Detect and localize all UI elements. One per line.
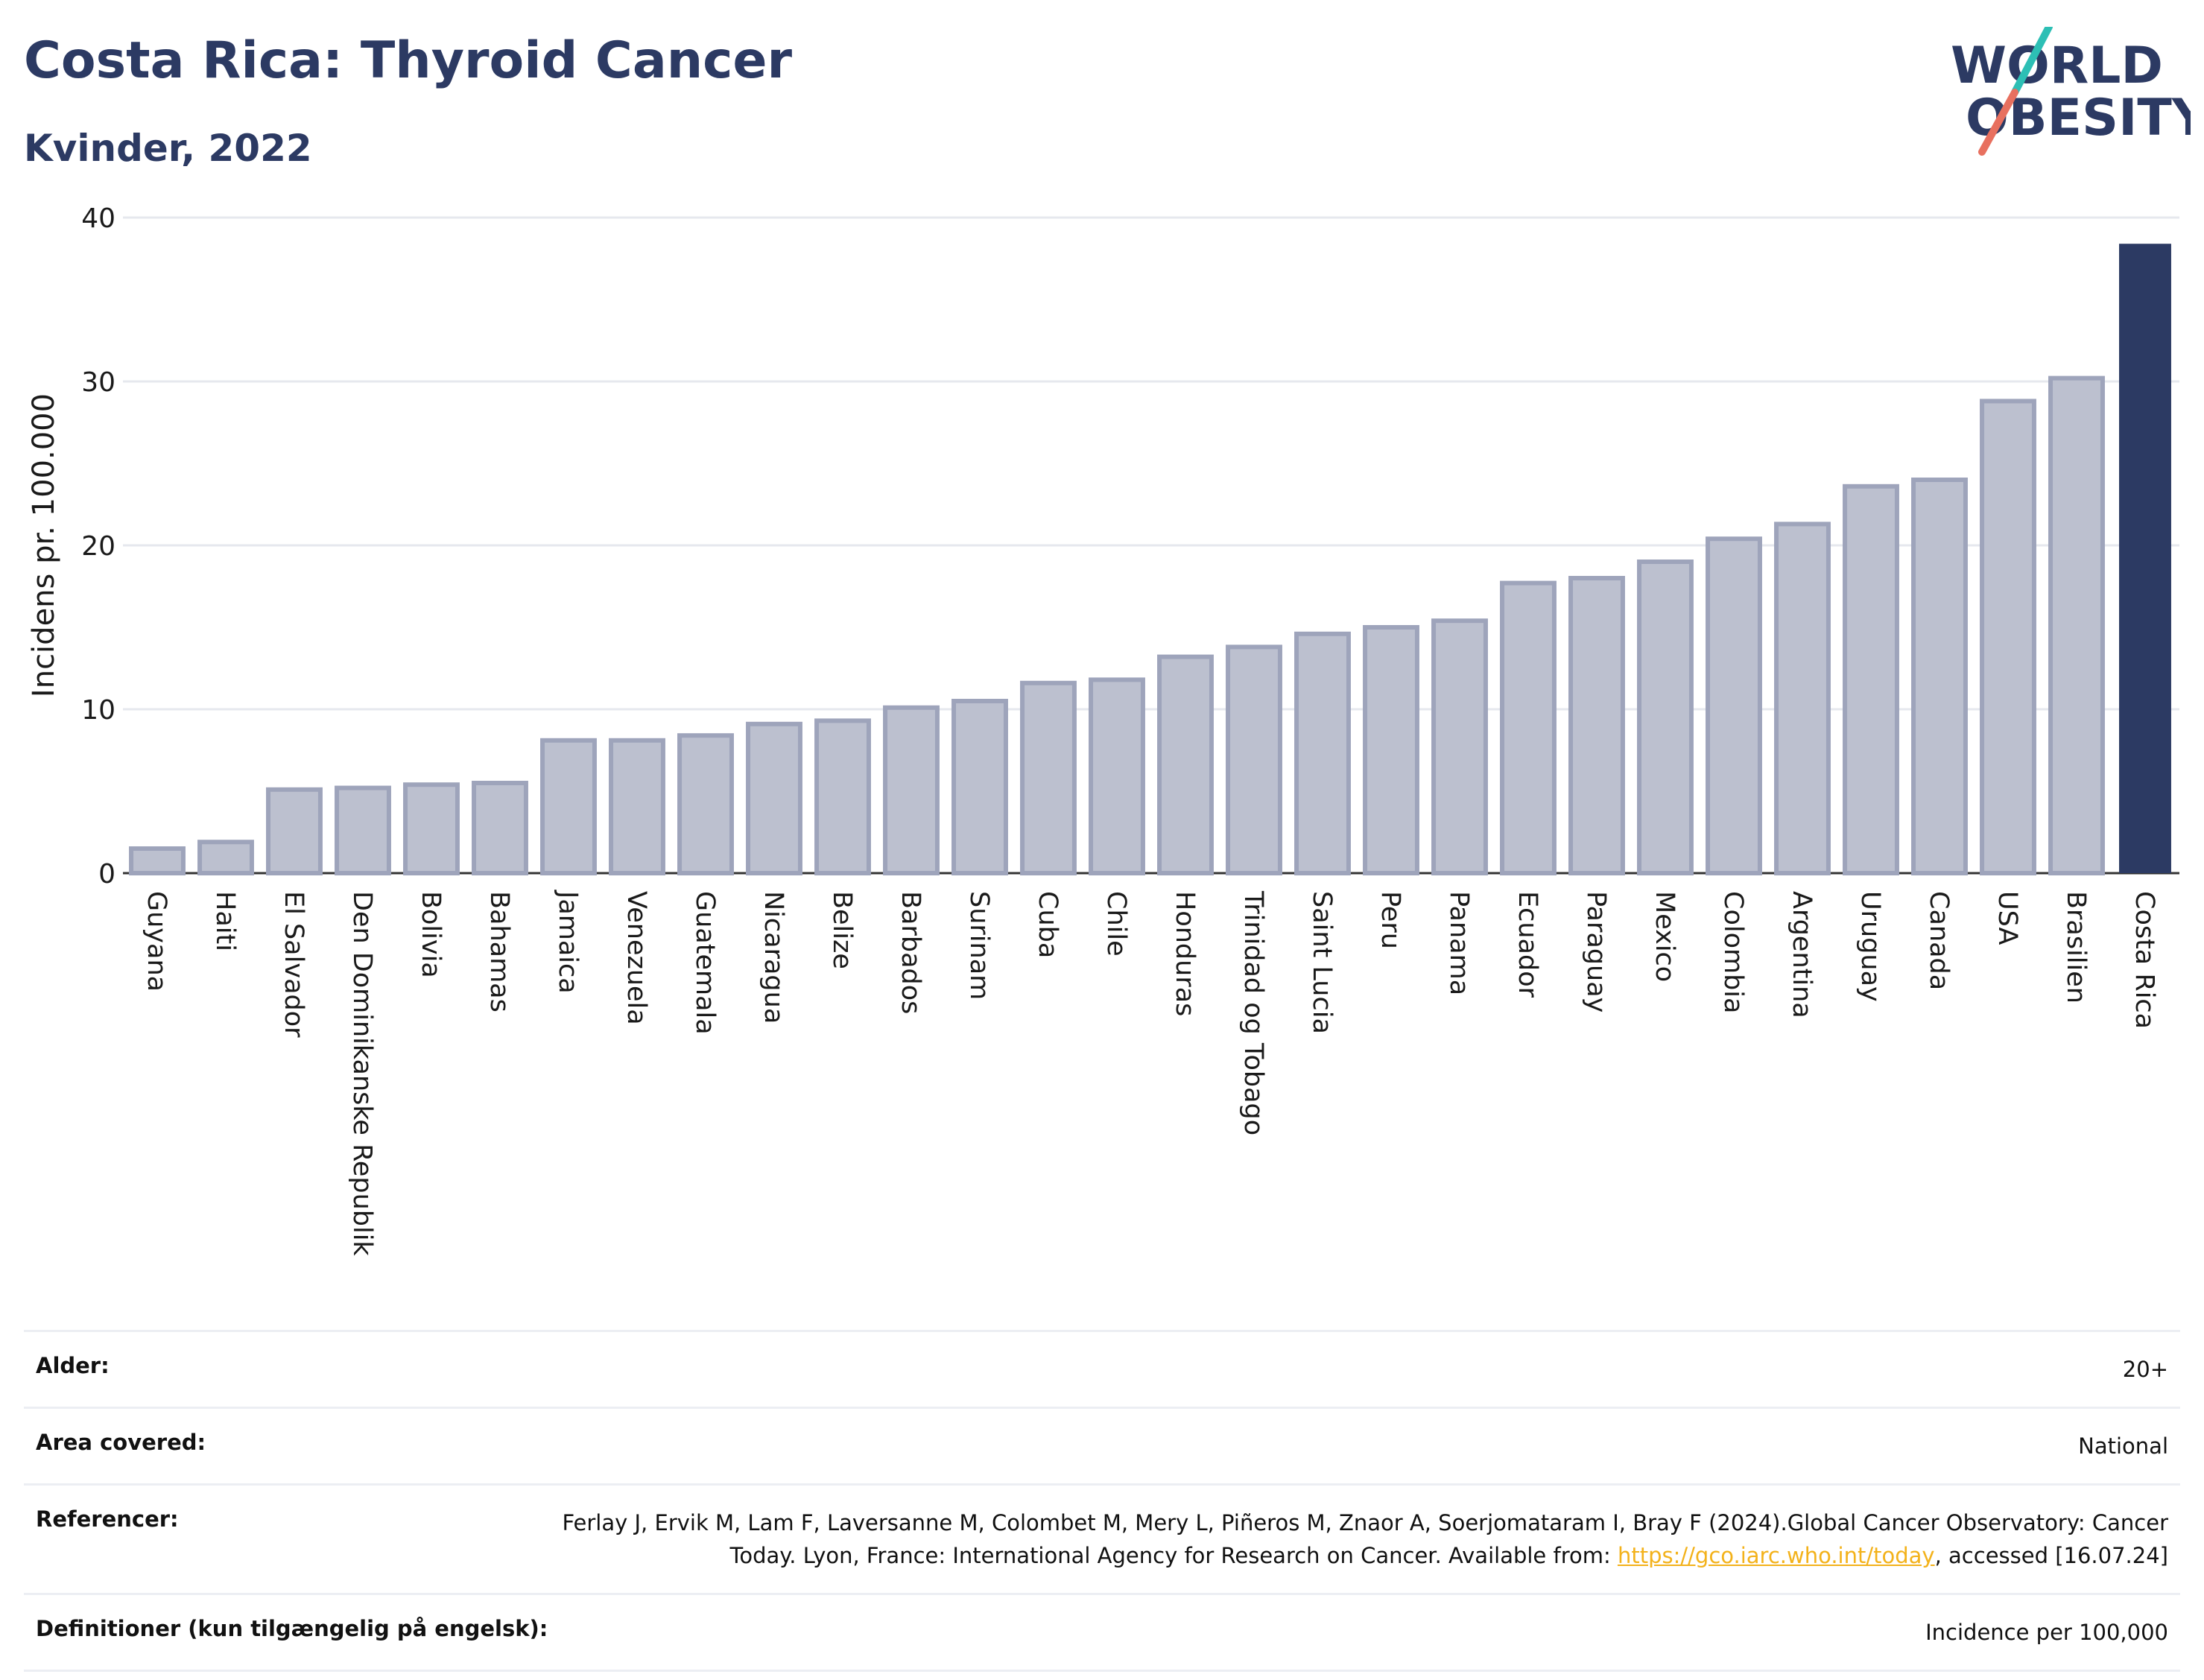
bar-bahamas <box>472 781 528 875</box>
age-value: 20+ <box>2122 1357 2168 1382</box>
bar-den-dominikanske-republik <box>335 785 391 875</box>
bar-jamaica <box>540 738 597 875</box>
x-tick-label: Haiti <box>210 891 240 951</box>
x-tick-label: Paraguay <box>1581 891 1611 1012</box>
bar-cuba <box>1020 680 1077 875</box>
y-tick-label: 20 <box>81 531 115 562</box>
bar-el-salvador <box>266 787 323 875</box>
definitions-label: Definitioner (kun tilgængelig på engelsk… <box>36 1616 548 1641</box>
y-tick-label: 30 <box>81 367 115 398</box>
info-row-definitions: Definitioner (kun tilgængelig på engelsk… <box>24 1593 2180 1672</box>
x-tick-label: Guyana <box>142 891 171 992</box>
x-tick-label: Honduras <box>1170 891 1200 1016</box>
bar-costa-rica <box>2119 244 2171 873</box>
info-row-age: Alder: 20+ <box>24 1330 2180 1407</box>
x-tick-label: Jamaica <box>553 890 583 994</box>
x-tick-label: Colombia <box>1718 891 1748 1013</box>
world-obesity-logo: WORLD OBESITY <box>1951 27 2191 156</box>
bar-peru <box>1363 625 1419 875</box>
bar-usa <box>1980 399 2036 875</box>
bar-venezuela <box>609 738 665 875</box>
bar-chart: 0 10 20 30 40 Guyana Haiti El Salvador Den Domi… <box>27 203 2179 1256</box>
x-tick-label: Bahamas <box>484 891 514 1012</box>
bar-surinam <box>951 699 1008 875</box>
bar-chile <box>1089 677 1145 876</box>
bar-argentina <box>1774 522 1831 875</box>
logo-slash-coral <box>1978 89 2018 156</box>
x-tick-label: Chile <box>1101 891 1131 957</box>
info-row-area: Area covered: National <box>24 1407 2180 1483</box>
reference-link[interactable]: https://gco.iarc.who.int/today <box>1617 1543 1935 1568</box>
y-axis-label: Incidens pr. 100.000 <box>27 393 61 697</box>
x-tick-label: Bolivia <box>416 891 446 978</box>
x-tick-label: Guatemala <box>690 891 720 1035</box>
x-tick-label: Mexico <box>1650 891 1679 982</box>
x-tick-label: Belize <box>827 891 857 969</box>
x-tick-label: Den Dominikanske Republik <box>347 891 377 1256</box>
bar-uruguay <box>1843 484 1899 875</box>
x-tick-label: El Salvador <box>279 891 308 1038</box>
x-tick-label: Surinam <box>964 891 994 1000</box>
chart-title: Costa Rica: Thyroid Cancer <box>24 31 793 90</box>
bar-colombia <box>1706 536 1762 875</box>
bar-nicaragua <box>746 721 802 875</box>
x-tick-label: Panama <box>1444 891 1474 995</box>
area-label: Area covered: <box>36 1430 206 1455</box>
x-tick-label: Trinidad og Tobago <box>1238 890 1268 1135</box>
bars <box>129 244 2171 876</box>
x-tick-label: Nicaragua <box>759 891 788 1024</box>
bar-bolivia <box>403 782 460 876</box>
x-tick-label: Ecuador <box>1513 891 1542 998</box>
bar-guatemala <box>677 733 734 876</box>
bar-barbados <box>883 705 940 875</box>
grid-lines <box>123 216 2179 875</box>
logo-line1: WORLD <box>1951 37 2163 95</box>
reference-text: Ferlay J, Ervik M, Lam F, Laversanne M, … <box>562 1510 2168 1568</box>
bar-panama <box>1431 618 1488 875</box>
bar-haiti <box>197 840 254 876</box>
y-tick-label: 10 <box>81 695 115 726</box>
bar-paraguay <box>1568 576 1625 875</box>
x-tick-label: USA <box>1992 891 2022 945</box>
age-label: Alder: <box>36 1353 110 1378</box>
bar-trinidad-og-tobago <box>1226 644 1282 876</box>
x-tick-label: Brasilien <box>2061 891 2091 1004</box>
x-tick-label: Peru <box>1375 891 1405 949</box>
references-value: Ferlay J, Ervik M, Lam F, Laversanne M, … <box>544 1506 2168 1572</box>
bar-honduras <box>1157 654 1214 875</box>
bar-canada <box>1911 478 1968 875</box>
info-table: Alder: 20+ Area covered: National Refere… <box>24 1330 2180 1672</box>
bar-ecuador <box>1500 580 1557 875</box>
y-tick-label: 40 <box>81 203 115 234</box>
x-tick-label: Saint Lucia <box>1307 891 1337 1034</box>
info-row-references: Referencer: Ferlay J, Ervik M, Lam F, La… <box>24 1483 2180 1593</box>
bar-belize <box>814 718 871 876</box>
x-tick-label: Cuba <box>1033 891 1063 958</box>
references-label: Referencer: <box>36 1506 179 1532</box>
area-value: National <box>2078 1433 2168 1459</box>
x-axis-labels: Guyana Haiti El Salvador Den Dominikanske R… <box>142 890 2159 1256</box>
x-tick-label: Canada <box>1924 891 1954 990</box>
definitions-value: Incidence per 100,000 <box>1925 1620 2168 1645</box>
bar-saint-lucia <box>1294 631 1351 875</box>
bar-guyana <box>129 846 186 875</box>
y-axis-ticks: 0 10 20 30 40 <box>81 203 115 890</box>
chart-subtitle: Kvinder, 2022 <box>24 127 312 170</box>
x-tick-label: Uruguay <box>1855 891 1885 1002</box>
bar-mexico <box>1637 560 1694 875</box>
x-tick-label: Costa Rica <box>2129 891 2159 1029</box>
y-tick-label: 0 <box>98 859 115 890</box>
x-tick-label: Argentina <box>1787 891 1817 1018</box>
reference-accessed: , accessed [16.07.24] <box>1934 1543 2168 1568</box>
x-tick-label: Barbados <box>896 891 925 1014</box>
logo-slash-teal <box>2011 27 2053 96</box>
x-tick-label: Venezuela <box>621 891 651 1025</box>
bar-brasilien <box>2048 375 2105 876</box>
